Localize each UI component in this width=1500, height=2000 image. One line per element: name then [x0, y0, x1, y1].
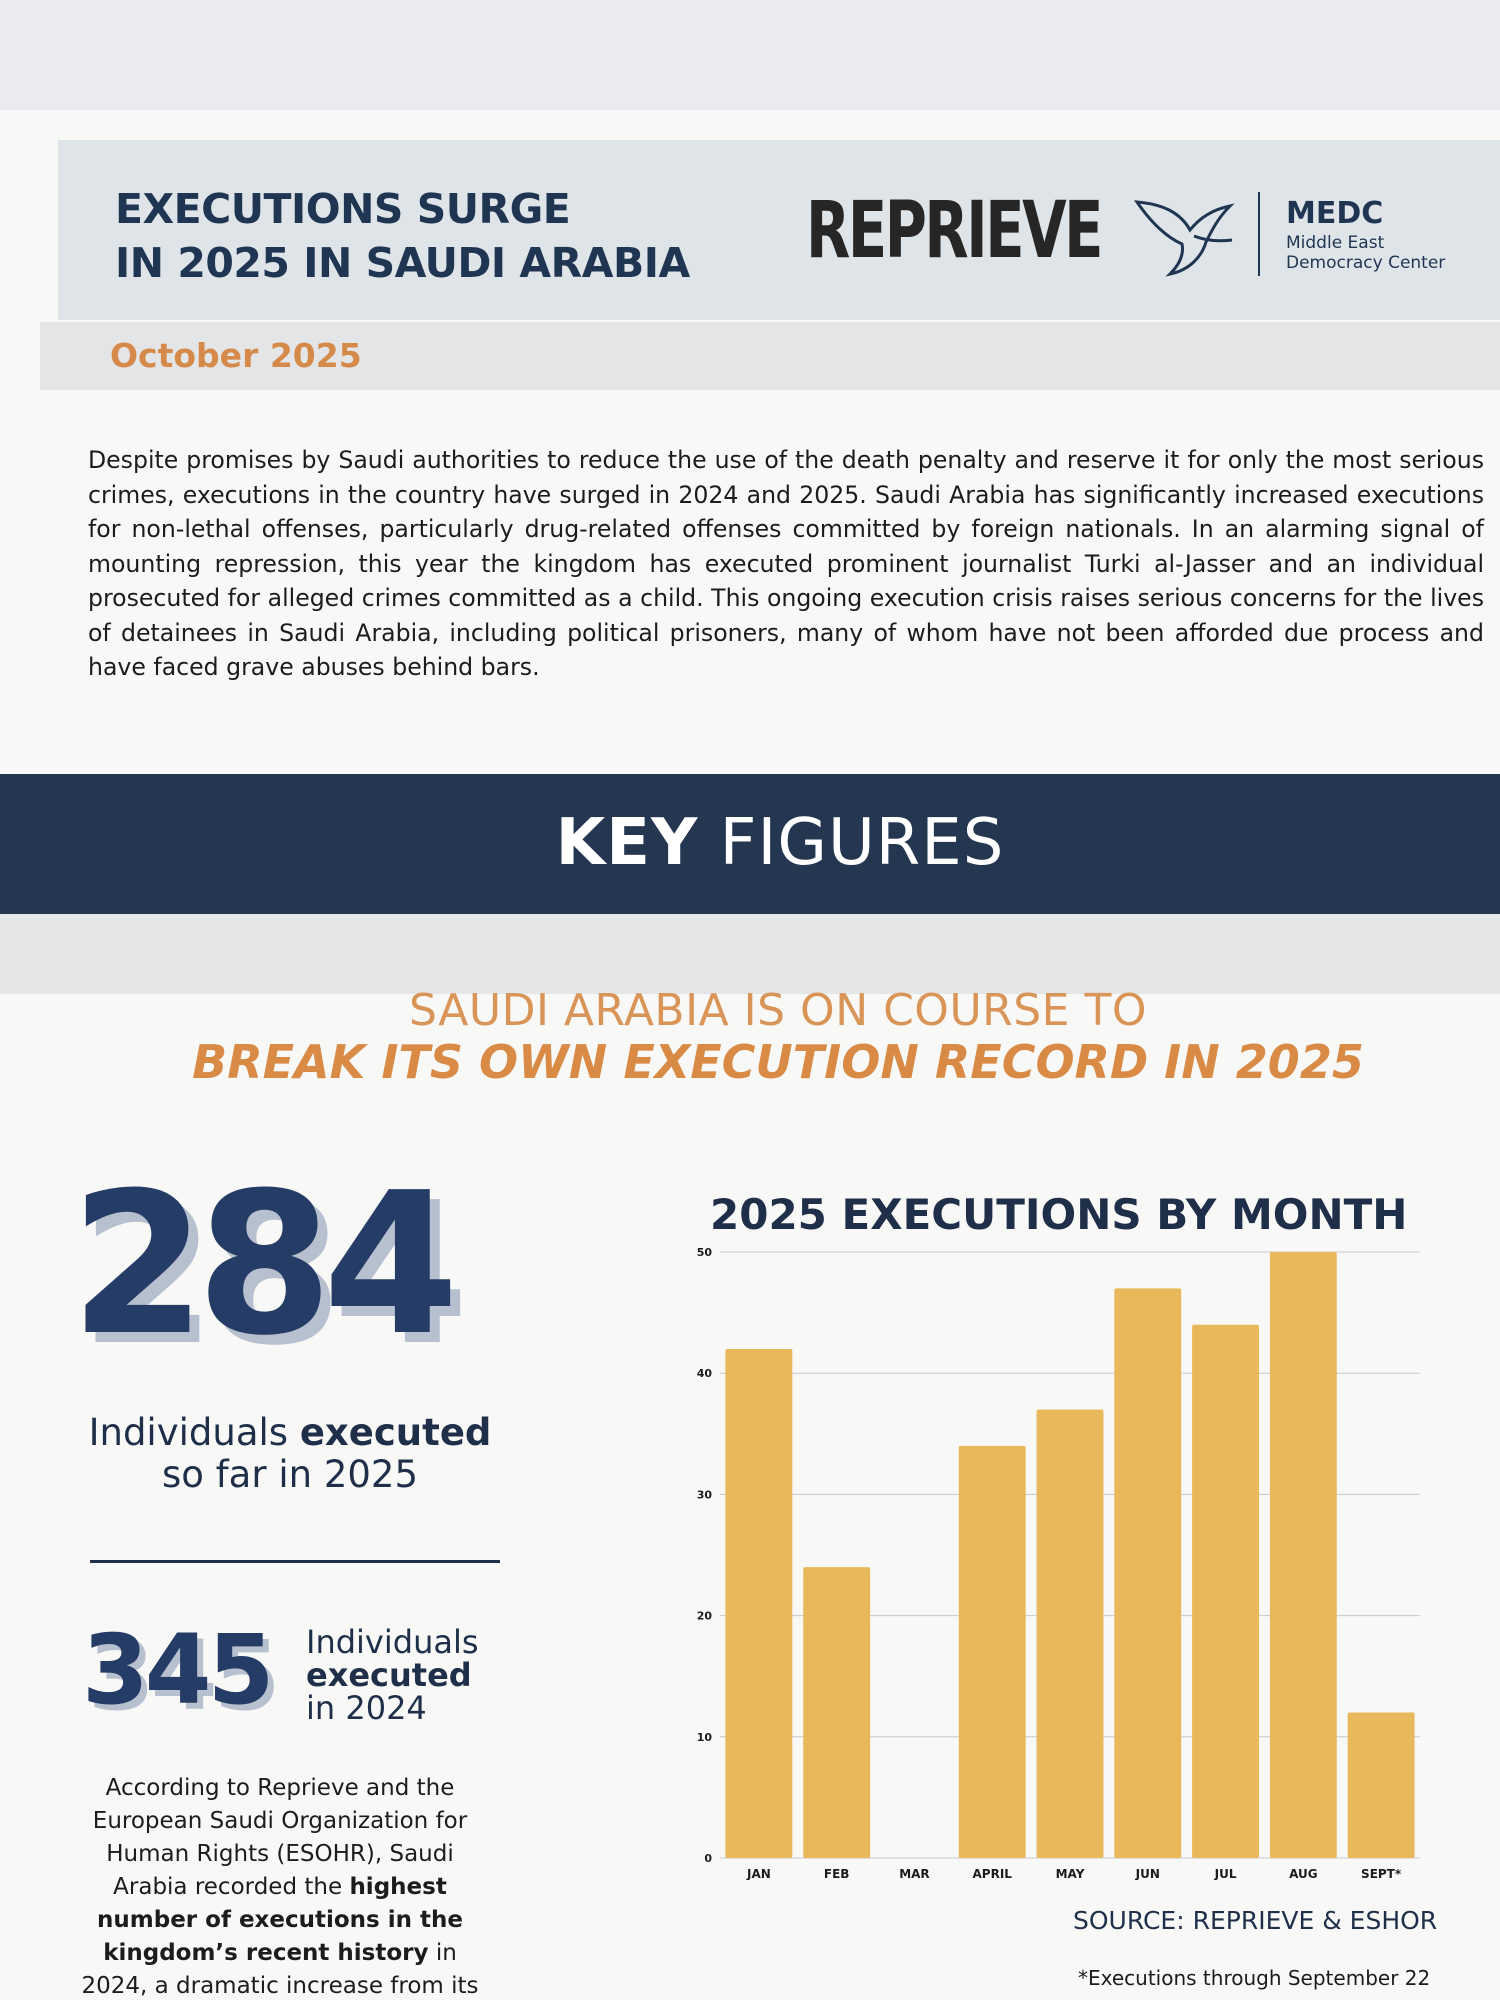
x-tick-label: JUL [1214, 1867, 1237, 1880]
executed-2024-label: Individuals executed in 2024 [306, 1626, 506, 1725]
x-tick-label: MAY [1056, 1867, 1085, 1880]
chart-footnote: *Executions through September 22 [1078, 1966, 1431, 1990]
bar-feb [803, 1567, 871, 1858]
x-tick-label: JUN [1135, 1867, 1160, 1880]
publication-date: October 2025 [110, 336, 362, 375]
x-tick-label: SEPT* [1361, 1867, 1402, 1880]
divider-rule [90, 1560, 500, 1563]
figures-word: FIGURES [719, 806, 1005, 880]
title-line-2: IN 2025 IN SAUDI ARABIA [115, 239, 690, 287]
title-line-1: EXECUTIONS SURGE [115, 185, 571, 233]
bar-may [1036, 1409, 1104, 1858]
according-bold: highest number of executions in the king… [97, 1874, 463, 1966]
medc-line-2: Democracy Center [1286, 253, 1446, 273]
x-tick-label: AUG [1289, 1867, 1318, 1880]
intro-paragraph: Despite promises by Saudi authorities to… [88, 446, 1484, 681]
medc-divider [1258, 192, 1260, 276]
bar-sept [1347, 1712, 1415, 1858]
date-band [40, 322, 1500, 390]
course-line-2: BREAK ITS OWN EXECUTION RECORD IN 2025 [192, 1035, 1364, 1089]
key-figures-heading: KEY FIGURES [0, 806, 1500, 880]
label-2025-b: executed [299, 1411, 492, 1454]
label-2024-b: executed [306, 1656, 472, 1694]
y-tick-label: 20 [697, 1610, 713, 1623]
according-part-1: According to Reprieve and the European S… [92, 1775, 468, 1900]
x-tick-label: JAN [746, 1867, 771, 1880]
chart-source: SOURCE: REPRIEVE & ESHOR [1073, 1906, 1438, 1935]
label-2024-a: Individuals [306, 1623, 479, 1661]
y-tick-label: 30 [697, 1488, 713, 1501]
label-2025-c: so far in 2025 [161, 1453, 418, 1496]
executed-2025-label: Individuals executed so far in 2025 [70, 1412, 510, 1496]
y-tick-label: 40 [697, 1367, 713, 1380]
executed-2025-count: 284 [70, 1151, 459, 1379]
executed-2024-count: 345 [82, 1614, 274, 1726]
medc-logo: MEDC [1286, 196, 1384, 231]
label-2025-a: Individuals [88, 1411, 300, 1454]
chart-title: 2025 EXECUTIONS BY MONTH [710, 1190, 1408, 1239]
page-title: EXECUTIONS SURGE IN 2025 IN SAUDI ARABIA [115, 182, 735, 290]
reprieve-logo: REPRIEVE [806, 186, 1103, 276]
label-2024-c: in 2024 [306, 1689, 427, 1727]
x-tick-label: APRIL [973, 1867, 1013, 1880]
medc-line-1: Middle East [1286, 233, 1385, 253]
bar-jul [1192, 1324, 1259, 1858]
bar-aug [1269, 1252, 1337, 1858]
y-tick-label: 10 [697, 1731, 713, 1744]
according-paragraph: According to Reprieve and the European S… [75, 1772, 485, 2000]
dove-icon [1133, 200, 1235, 277]
medc-subtitle: Middle East Democracy Center [1286, 233, 1496, 273]
y-tick-label: 50 [697, 1246, 713, 1259]
executions-bar-chart: 0 10 20 30 40 50 JAN FEB MAR APRIL MAY JUN JUL AUG SEP… [697, 1246, 1420, 1880]
according-part-2: in 2024, a dramatic increase from its pr… [81, 1940, 479, 1999]
course-line-1: SAUDI ARABIA IS ON COURSE TO [409, 985, 1147, 1036]
y-tick-label: 0 [704, 1852, 712, 1865]
bar-jan [725, 1348, 793, 1858]
x-tick-label: MAR [899, 1867, 929, 1880]
key-figures-band [0, 774, 1500, 914]
x-tick-label: FEB [824, 1867, 850, 1880]
bar-april [958, 1445, 1026, 1858]
section-band [0, 914, 1500, 994]
bar-jun [1114, 1288, 1182, 1858]
key-word: KEY [555, 806, 699, 880]
